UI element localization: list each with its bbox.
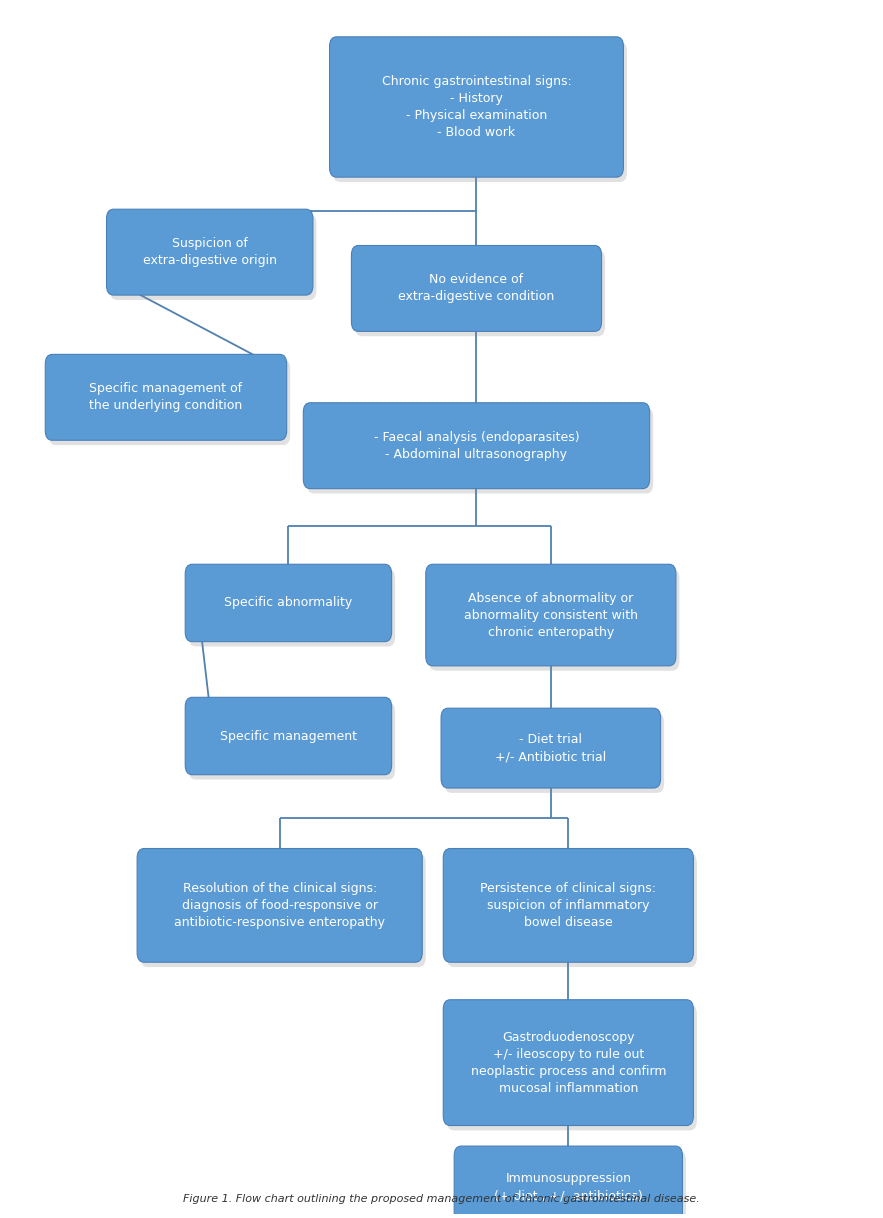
FancyBboxPatch shape xyxy=(189,569,396,647)
FancyBboxPatch shape xyxy=(355,251,605,336)
FancyBboxPatch shape xyxy=(429,569,679,671)
FancyBboxPatch shape xyxy=(351,246,601,331)
FancyBboxPatch shape xyxy=(443,1000,693,1125)
FancyBboxPatch shape xyxy=(306,408,653,493)
FancyBboxPatch shape xyxy=(333,41,627,181)
Text: Resolution of the clinical signs:
diagnosis of food-responsive or
antibiotic-res: Resolution of the clinical signs: diagno… xyxy=(174,882,385,929)
Text: - Faecal analysis (endoparasites)
- Abdominal ultrasonography: - Faecal analysis (endoparasites) - Abdo… xyxy=(374,431,579,460)
Text: - Diet trial
+/- Antibiotic trial: - Diet trial +/- Antibiotic trial xyxy=(495,733,607,764)
Text: Gastroduodenoscopy
+/- ileoscopy to rule out
neoplastic process and confirm
muco: Gastroduodenoscopy +/- ileoscopy to rule… xyxy=(471,1030,666,1095)
Text: Specific management: Specific management xyxy=(220,730,357,743)
FancyBboxPatch shape xyxy=(444,713,664,793)
FancyBboxPatch shape xyxy=(185,564,392,642)
FancyBboxPatch shape xyxy=(426,564,675,666)
FancyBboxPatch shape xyxy=(454,1146,683,1218)
FancyBboxPatch shape xyxy=(45,354,287,440)
FancyBboxPatch shape xyxy=(189,702,396,780)
FancyBboxPatch shape xyxy=(457,1151,686,1218)
FancyBboxPatch shape xyxy=(303,403,650,488)
FancyBboxPatch shape xyxy=(107,209,313,295)
Text: Immunosuppression
(+ diet , +/- antibiotics): Immunosuppression (+ diet , +/- antibiot… xyxy=(494,1172,643,1202)
Text: Absence of abnormality or
abnormality consistent with
chronic enteropathy: Absence of abnormality or abnormality co… xyxy=(464,592,638,638)
Text: Specific abnormality: Specific abnormality xyxy=(224,597,352,609)
FancyBboxPatch shape xyxy=(49,359,291,445)
FancyBboxPatch shape xyxy=(443,849,693,962)
Text: Suspicion of
extra-digestive origin: Suspicion of extra-digestive origin xyxy=(143,238,276,267)
FancyBboxPatch shape xyxy=(447,1005,697,1130)
FancyBboxPatch shape xyxy=(137,849,422,962)
FancyBboxPatch shape xyxy=(329,37,623,177)
Text: Figure 1. Flow chart outlining the proposed management of chronic gastrointestin: Figure 1. Flow chart outlining the propo… xyxy=(183,1194,700,1205)
FancyBboxPatch shape xyxy=(110,214,316,300)
Text: Persistence of clinical signs:
suspicion of inflammatory
bowel disease: Persistence of clinical signs: suspicion… xyxy=(480,882,656,929)
Text: Chronic gastrointestinal signs:
- History
- Physical examination
- Blood work: Chronic gastrointestinal signs: - Histor… xyxy=(381,76,571,139)
FancyBboxPatch shape xyxy=(185,698,392,775)
FancyBboxPatch shape xyxy=(442,708,660,788)
Text: Specific management of
the underlying condition: Specific management of the underlying co… xyxy=(89,382,243,413)
Text: No evidence of
extra-digestive condition: No evidence of extra-digestive condition xyxy=(398,273,555,303)
FancyBboxPatch shape xyxy=(140,854,426,967)
FancyBboxPatch shape xyxy=(447,854,697,967)
